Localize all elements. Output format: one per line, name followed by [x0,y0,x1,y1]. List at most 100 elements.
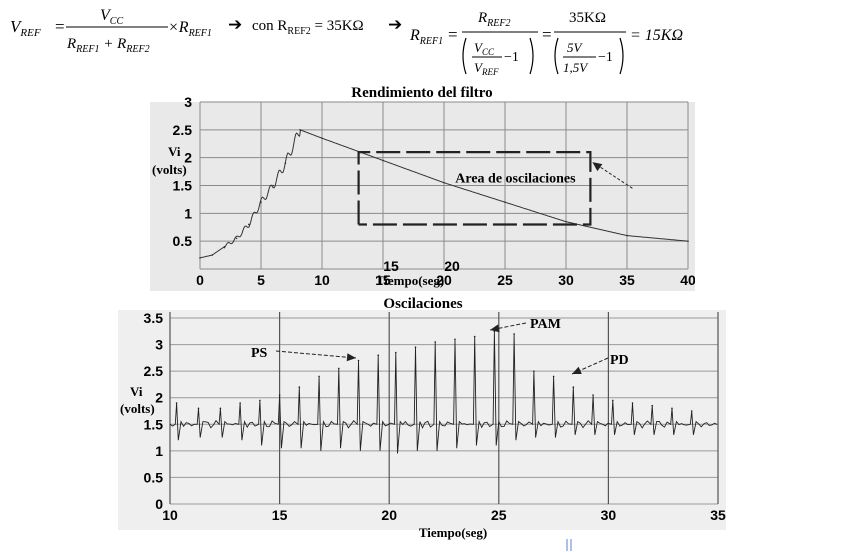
data-point [504,201,506,203]
data-point [260,201,262,203]
data-point [248,223,250,226]
data-point [272,184,274,187]
y-tick-label: 0.5 [173,233,193,249]
peak-point [572,386,575,388]
x-tick-label: 5 [257,272,265,288]
data-point [443,181,445,184]
grid [199,101,689,270]
eq-paren-left-2 [554,37,559,75]
eq-minus-one-1: −1 [504,50,519,65]
x-tick-label: 25 [491,507,507,523]
oscillation-area-label: Area de oscilaciones [455,172,576,187]
eq-rref1: RREF1 [409,27,443,47]
x-axis-label: Tiempo(seg) [419,525,487,540]
plot-background [118,310,726,530]
peak-point [651,404,654,407]
peak-point [377,354,380,356]
arrow-head-icon [346,353,356,362]
y-axis-label-line-1: Vi [130,384,143,399]
peak-point [175,402,178,404]
data-point [299,129,301,131]
eq-equals-2: = [448,25,458,44]
peak-point [513,333,515,335]
peak-point [298,386,301,388]
eq-condition: con RREF2 = 35KΩ [252,18,364,37]
grid [169,312,719,505]
chart-title: Rendimiento del filtro [351,85,492,101]
annotation-leader [275,350,357,359]
arrow-head-icon [572,366,582,374]
peak-label: PAM [530,317,561,332]
x-tick-labels: 10 15 20 25 30 35 [162,507,726,523]
y-tick-label: 1 [184,205,192,221]
peak-label: PD [610,353,629,368]
peak-point [592,394,594,396]
data-point [626,234,628,237]
eq-paren-right-2 [619,37,624,75]
arrow-icon: ➔ [228,15,242,35]
annotation-layer: PS PAM PD [251,317,629,375]
data-point [382,159,384,162]
peak-point [414,346,417,349]
peak-point [473,335,476,338]
eq-minus-one-2: −1 [598,50,613,65]
data-point [199,257,201,259]
x-tick-labels: 0 5 10 15 20 25 30 35 40 [196,272,695,288]
eq-inner-vref: VREF [474,60,499,77]
eq-vcc: VCC [100,7,123,27]
x-tick-label: 20 [436,272,452,288]
peak-point [690,410,693,412]
arrow-head-icon [592,162,603,172]
peak-point [219,407,222,410]
chart-rendimiento-panel: Rendimiento del filtro 0.5 1 1.5 2 2.5 3 0 5 10… [150,82,695,292]
eq-rref2-num: RREF2 [477,10,511,29]
peak-point [357,359,360,362]
eq-equals-3: = [542,25,552,44]
x-tick-label: 15 [375,272,391,288]
plot-area [150,102,695,291]
eq-vref: VREF [10,17,41,39]
y-axis-label-line-2: (volts) [152,162,187,177]
eq-times-rref1: ×RREF1 [168,19,212,39]
eq-inner-vcc: VCC [474,40,495,57]
peak-point [611,399,614,402]
y-tick-labels: 0 0.5 1 1.5 2 2.5 3 3.5 [144,310,164,512]
peak-point [394,351,397,354]
eq-35k: 35KΩ [569,10,606,26]
eq-denominator-1: RREF1 + RREF2 [66,36,150,55]
x-tick-label: 35 [619,272,635,288]
chart-oscilaciones-panel: Oscilaciones 0 0.5 1 1.5 2 2.5 3 3.5 10 15 20 25 30… [118,294,726,542]
plot-background [150,102,695,291]
chart-rendimiento: Rendimiento del filtro 0.5 1 1.5 2 2.5 3 0 5 10… [150,85,695,291]
inline-x-label: 15 [383,258,399,274]
data-point [235,237,238,240]
x-tick-label: 10 [162,507,178,523]
peak-point [259,399,261,402]
x-tick-label: 10 [314,272,330,288]
data-point [211,254,213,256]
eq-equals-1: = [55,17,65,36]
y-tick-label: 1.5 [173,178,193,194]
y-tick-label: 3.5 [144,310,164,326]
y-tick-label: 2.5 [173,122,193,138]
peak-point [337,367,340,370]
equation-strip: VREF = VCC RREF1 + RREF2 ×RREF1 ➔ con RR… [0,0,856,84]
series-layer [199,129,689,259]
inline-x-label: 20 [444,258,460,274]
y-tick-label: 1 [155,443,163,459]
arrow-icon: ➔ [388,15,402,35]
equation-svg: VREF = VCC RREF1 + RREF2 ×RREF1 ➔ con RR… [10,7,683,77]
data-point [565,220,567,223]
x-axis-label: Tiempo(seg) [376,273,444,288]
peak-point [197,407,200,410]
peak-point [533,370,535,372]
y-tick-label: 1.5 [144,416,164,432]
peak-point [671,407,673,410]
eq-inner-1-5v: 1,5V [563,60,589,75]
eq-paren-right [529,37,534,75]
x-tick-label: 0 [196,272,204,288]
x-tick-label: 20 [381,507,397,523]
peak-label: PS [251,346,268,361]
y-axis-label-line-2: (volts) [120,401,155,416]
y-tick-label: 3 [184,94,192,110]
